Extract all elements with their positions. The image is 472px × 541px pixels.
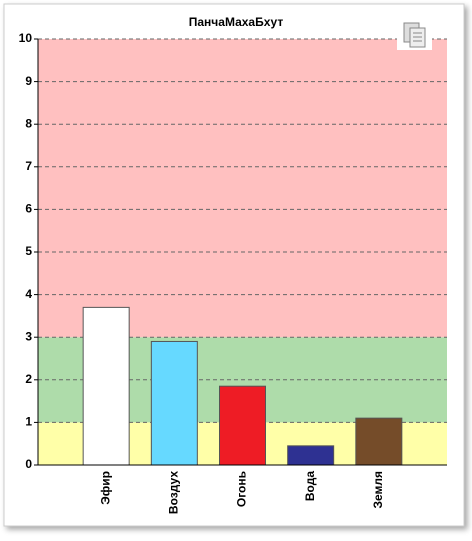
x-tick-label: Вода [303, 471, 317, 501]
y-tick-label: 9 [25, 74, 32, 88]
y-tick-label: 6 [25, 202, 32, 216]
x-tick-label: Воздух [167, 471, 181, 514]
x-tick-label: Эфир [98, 471, 112, 505]
y-tick-label: 0 [25, 457, 32, 471]
band [38, 39, 447, 338]
y-tick-label: 4 [25, 287, 32, 301]
chart-title: ПанчаМахаБхут [189, 15, 284, 29]
bar [287, 445, 335, 466]
y-tick-label: 8 [25, 116, 32, 130]
y-tick-label: 2 [25, 372, 32, 386]
bar [219, 385, 266, 466]
y-tick-label: 5 [25, 244, 32, 258]
y-tick-label: 1 [25, 415, 32, 429]
bar [355, 417, 403, 466]
y-tick-label: 7 [25, 159, 32, 173]
x-tick-label: Земля [371, 471, 385, 509]
y-tick-label: 3 [25, 329, 32, 343]
bar [150, 340, 198, 466]
plot-area: 0 1 2 3 4 5 6 7 8 9 10 Эфир Воздух Огонь Вода Земля [19, 31, 447, 514]
x-tick-label: Огонь [235, 471, 249, 507]
copy-icon[interactable] [397, 20, 432, 50]
y-tick-label: 10 [19, 31, 33, 45]
bar [82, 306, 130, 466]
